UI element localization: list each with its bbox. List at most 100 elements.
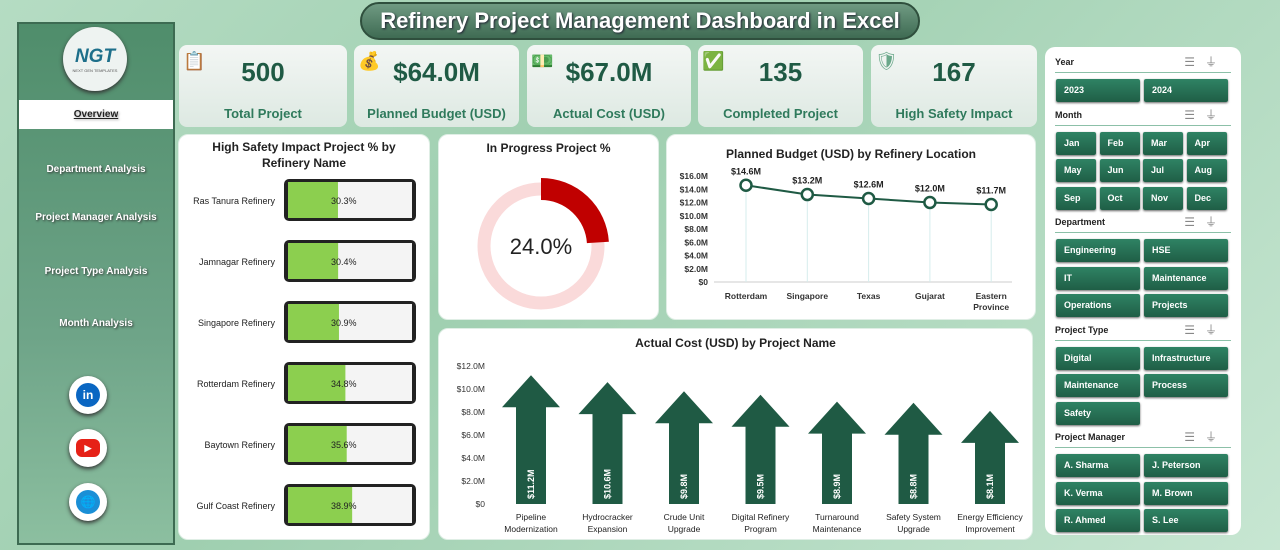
- slicer-button[interactable]: Jun: [1099, 159, 1140, 182]
- slicer-button[interactable]: Safety: [1056, 401, 1140, 425]
- slicer-button[interactable]: May: [1056, 159, 1096, 182]
- slicer-button[interactable]: Nov: [1143, 186, 1183, 210]
- money-bag-icon: 💰: [358, 51, 381, 71]
- multi-select-icon[interactable]: ☰: [1184, 322, 1205, 337]
- slicer-button[interactable]: Projects: [1144, 294, 1228, 317]
- data-label: $13.2M: [792, 176, 822, 186]
- category-label: Gulf Coast Refinery: [196, 501, 275, 511]
- slicer-button[interactable]: Sep: [1056, 186, 1096, 210]
- bar: [288, 365, 346, 401]
- x-tick-word: Digital Refinery: [732, 512, 790, 522]
- slicer-button[interactable]: Maintenance: [1144, 266, 1228, 290]
- y-tick-label: $4.0M: [684, 251, 708, 261]
- in-progress-donut: 24.0%: [477, 178, 609, 310]
- clear-filter-icon[interactable]: ⏚: [1204, 55, 1227, 69]
- slicer-button[interactable]: S. Lee: [1144, 509, 1228, 532]
- kpi-card: 💵 $67.0M Actual Cost (USD): [527, 45, 691, 127]
- clear-filter-icon[interactable]: ⏚: [1204, 430, 1227, 444]
- slicer-button[interactable]: Feb: [1099, 131, 1140, 155]
- nav-overview[interactable]: Overview: [19, 100, 173, 129]
- nav-department-analysis[interactable]: Department Analysis: [46, 164, 146, 175]
- slicer-button[interactable]: Operations: [1056, 294, 1140, 317]
- y-tick-label: $2.0M: [684, 264, 708, 274]
- y-tick-label: $0: [476, 499, 486, 509]
- multi-select-icon[interactable]: ☰: [1184, 215, 1205, 229]
- data-point: [923, 195, 937, 210]
- multi-select-icon[interactable]: ☰: [1184, 55, 1205, 69]
- chart-title: High Safety Impact Project % by Refinery…: [212, 140, 396, 170]
- kpi-label: High Safety Impact: [895, 106, 1013, 121]
- youtube-button[interactable]: ▶: [69, 429, 107, 467]
- multi-select-icon[interactable]: ☰: [1184, 430, 1205, 444]
- y-tick-label: $8.0M: [461, 407, 485, 417]
- slicer-title: Project Manager: [1055, 432, 1126, 442]
- y-tick-label: $8.0M: [684, 224, 708, 234]
- slicer-button[interactable]: HSE: [1144, 239, 1228, 262]
- slicer-button[interactable]: Jan: [1056, 131, 1096, 155]
- slicer-button[interactable]: Infrastructure: [1144, 346, 1228, 370]
- logo-tagline: NEXT GEN TEMPLATES: [72, 67, 118, 73]
- slicer-panel: Year ☰⏚ 2023 2024 Month ☰⏚ Jan Feb Mar Apr May Jun J…: [1045, 47, 1241, 535]
- slicer-button[interactable]: IT: [1056, 266, 1140, 290]
- clipboard-icon: 📋: [183, 51, 206, 71]
- slicer-button[interactable]: 2023: [1056, 79, 1140, 102]
- slicer-divider: [1055, 447, 1231, 448]
- slicer-button[interactable]: Apr: [1186, 131, 1227, 155]
- kpi-label: Total Project: [224, 106, 302, 121]
- slicer-button[interactable]: Process: [1144, 374, 1228, 397]
- x-tick-word: Improvement: [965, 524, 1015, 534]
- data-label: $8.8M: [909, 474, 919, 499]
- slicer-button[interactable]: J. Peterson: [1144, 454, 1228, 477]
- clear-filter-icon[interactable]: ⏚: [1204, 322, 1227, 337]
- slicer-controls: ☰⏚: [1184, 428, 1227, 445]
- slicer-button[interactable]: Engineering: [1056, 239, 1140, 262]
- nav-project-type-analysis[interactable]: Project Type Analysis: [44, 266, 148, 277]
- slicer-button[interactable]: Mar: [1143, 131, 1183, 155]
- slicer-button[interactable]: Maintenance: [1056, 374, 1140, 397]
- slicer-button[interactable]: Digital: [1056, 346, 1140, 370]
- kpi-label: Actual Cost (USD): [553, 106, 665, 121]
- slicer-button[interactable]: Dec: [1186, 186, 1227, 210]
- slicer-button[interactable]: R. Ahmed: [1056, 509, 1140, 532]
- linkedin-button[interactable]: in: [69, 376, 107, 414]
- x-tick-label: Pipeline Modernization: [504, 512, 558, 534]
- nav-project-manager-analysis[interactable]: Project Manager Analysis: [35, 212, 157, 223]
- dashboard-title: Refinery Project Management Dashboard in…: [360, 2, 920, 40]
- slicer-button[interactable]: Aug: [1186, 159, 1227, 182]
- planned-budget-panel: Planned Budget (USD) by Refinery Locatio…: [666, 134, 1036, 320]
- x-tick-word: Program: [744, 524, 777, 534]
- category-label: Baytown Refinery: [204, 440, 275, 450]
- chart-title: Actual Cost (USD) by Project Name: [635, 336, 836, 350]
- data-point: [739, 178, 753, 193]
- slicer-button[interactable]: Oct: [1099, 186, 1140, 210]
- x-tick-label: Digital Refinery Program: [732, 512, 790, 534]
- kpi-value: 167: [932, 57, 976, 87]
- clear-filter-icon[interactable]: ⏚: [1204, 215, 1227, 229]
- data-label: $8.1M: [985, 474, 995, 499]
- safety-impact-chart: Ras Tanura Refinery 30.3% Jamnagar Refiner…: [193, 179, 416, 526]
- slicer-button[interactable]: 2024: [1144, 79, 1228, 102]
- slicer-button[interactable]: A. Sharma: [1056, 454, 1140, 477]
- kpi-value: 500: [241, 57, 285, 87]
- slicer-button[interactable]: M. Brown: [1144, 481, 1228, 505]
- y-tick-label: $6.0M: [461, 430, 485, 440]
- nav-month-analysis[interactable]: Month Analysis: [59, 318, 133, 329]
- data-label: 38.9%: [331, 501, 357, 511]
- kpi-value: $64.0M: [393, 57, 480, 87]
- x-tick-word: Texas: [857, 291, 881, 301]
- x-tick-word: Modernization: [504, 524, 558, 534]
- kpi-label: Completed Project: [723, 106, 838, 121]
- x-tick-word: Singapore: [787, 291, 829, 301]
- data-point: [861, 191, 876, 206]
- clear-filter-icon[interactable]: ⏚: [1204, 107, 1227, 122]
- arrow-bar: [502, 375, 560, 504]
- data-label: 30.9%: [331, 318, 357, 328]
- chart-title: Planned Budget (USD) by Refinery Locatio…: [725, 147, 977, 161]
- kpi-value: $67.0M: [565, 57, 653, 87]
- slicer-button[interactable]: Jul: [1143, 159, 1183, 182]
- slicer-button[interactable]: K. Verma: [1056, 481, 1140, 505]
- slicer-divider: [1055, 232, 1231, 233]
- multi-select-icon[interactable]: ☰: [1184, 107, 1205, 122]
- website-button[interactable]: 🌐: [69, 483, 107, 521]
- donut-slice: [540, 178, 609, 244]
